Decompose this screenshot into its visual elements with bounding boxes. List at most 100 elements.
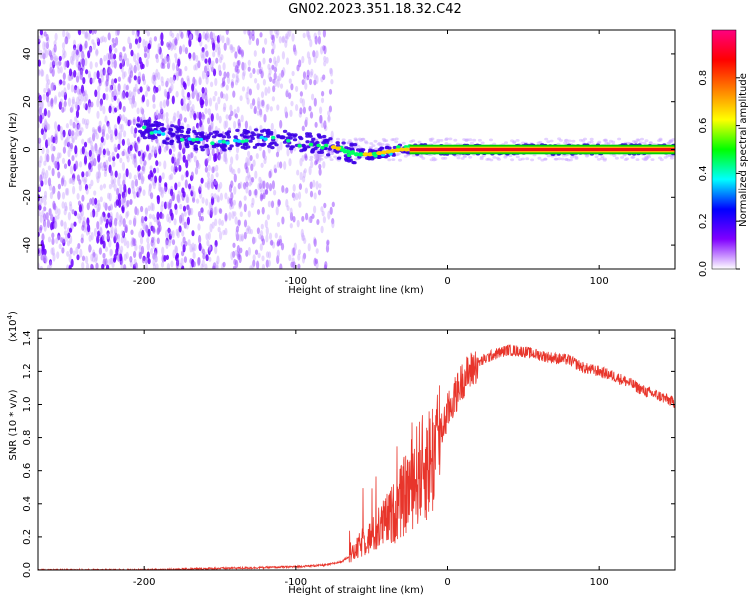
noise-speckle <box>227 37 231 46</box>
noise-speckle <box>272 78 276 84</box>
noise-speckle <box>247 150 251 158</box>
noise-speckle <box>271 64 275 70</box>
noise-speckle <box>105 93 109 101</box>
noise-speckle <box>137 75 141 85</box>
noise-speckle <box>75 59 79 68</box>
noise-speckle <box>212 51 216 58</box>
noise-speckle <box>308 166 312 176</box>
noise-speckle <box>301 98 305 108</box>
noise-speckle <box>239 247 243 254</box>
noise-speckle <box>268 183 273 192</box>
noise-speckle <box>134 38 139 45</box>
noise-speckle <box>75 104 79 111</box>
noise-speckle <box>168 228 172 235</box>
noise-speckle <box>256 82 260 91</box>
ridge-core <box>160 132 166 136</box>
noise-speckle <box>235 153 239 161</box>
noise-speckle <box>232 90 236 98</box>
noise-speckle <box>153 80 157 86</box>
noise-speckle <box>85 171 89 178</box>
noise-speckle <box>80 127 84 133</box>
noise-speckle <box>219 231 223 241</box>
noise-speckle <box>49 191 54 200</box>
noise-speckle <box>126 84 130 91</box>
noise-speckle <box>198 186 202 195</box>
noise-speckle <box>49 261 53 269</box>
noise-speckle <box>251 177 255 183</box>
noise-speckle <box>158 175 162 184</box>
noise-speckle <box>133 217 137 227</box>
noise-speckle <box>38 186 41 193</box>
halo-speckle <box>309 158 313 162</box>
noise-speckle <box>225 114 229 120</box>
noise-speckle <box>83 141 88 148</box>
noise-speckle <box>90 263 94 269</box>
noise-speckle <box>214 78 218 86</box>
noise-speckle <box>75 160 79 170</box>
noise-speckle <box>76 130 80 137</box>
noise-speckle <box>255 152 259 160</box>
noise-speckle <box>308 78 313 86</box>
noise-speckle <box>89 198 93 205</box>
noise-speckle <box>248 38 252 46</box>
noise-speckle <box>38 69 41 75</box>
noise-speckle <box>64 201 68 211</box>
noise-speckle <box>301 254 306 264</box>
ridge-envelope <box>170 124 175 128</box>
ridge-envelope <box>324 141 329 145</box>
noise-speckle <box>112 53 117 60</box>
noise-speckle <box>184 65 188 72</box>
noise-speckle <box>176 194 180 202</box>
noise-speckle <box>170 43 174 52</box>
noise-speckle <box>89 46 93 54</box>
noise-speckle <box>248 181 252 187</box>
noise-speckle <box>38 226 43 234</box>
noise-speckle <box>180 257 184 267</box>
noise-speckle <box>118 138 122 145</box>
noise-speckle <box>39 174 43 183</box>
noise-speckle <box>112 155 116 162</box>
noise-speckle <box>47 137 51 147</box>
noise-speckle <box>117 132 121 140</box>
noise-speckle <box>136 61 140 72</box>
noise-speckle <box>164 184 168 193</box>
noise-speckle <box>136 77 140 85</box>
ridge-envelope <box>235 128 240 132</box>
noise-speckle <box>117 87 121 96</box>
noise-speckle <box>221 35 225 44</box>
noise-speckle <box>84 30 88 39</box>
noise-speckle <box>270 122 274 131</box>
noise-speckle <box>201 124 205 133</box>
noise-speckle <box>234 51 238 59</box>
noise-speckle <box>191 242 195 251</box>
ridge-envelope <box>336 156 342 160</box>
noise-speckle <box>276 145 280 154</box>
noise-speckle <box>118 198 122 208</box>
noise-speckle <box>108 216 112 223</box>
noise-speckle <box>69 177 74 184</box>
noise-speckle <box>199 119 203 128</box>
noise-speckle <box>230 192 234 201</box>
noise-speckle <box>109 84 114 91</box>
halo-speckle <box>492 156 497 159</box>
noise-speckle <box>186 91 191 98</box>
noise-speckle <box>176 158 180 167</box>
noise-speckle <box>230 167 234 174</box>
ridge-envelope <box>293 133 298 137</box>
noise-speckle <box>81 50 85 60</box>
noise-speckle <box>176 193 180 203</box>
noise-speckle <box>260 223 264 230</box>
noise-speckle <box>66 240 71 247</box>
noise-speckle <box>276 55 280 64</box>
noise-speckle <box>244 120 248 130</box>
noise-speckle <box>317 189 322 196</box>
noise-speckle <box>75 54 79 62</box>
noise-speckle <box>155 263 159 269</box>
noise-speckle <box>145 224 149 233</box>
colorbar-tick-label: 0.4 <box>698 165 709 181</box>
noise-speckle <box>92 129 96 136</box>
noise-speckle <box>63 100 67 108</box>
noise-speckle <box>212 265 216 269</box>
noise-speckle <box>114 227 118 234</box>
heatmap-ytick-label: -20 <box>22 189 33 205</box>
